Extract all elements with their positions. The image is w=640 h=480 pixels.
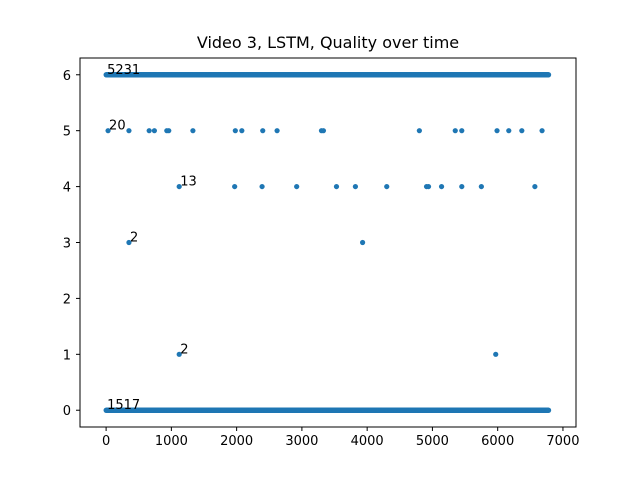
- x-tick-label: 0: [102, 434, 110, 449]
- data-point: [352, 183, 359, 190]
- data-point: [176, 183, 182, 190]
- data-point: [545, 72, 552, 78]
- chart-title: Video 3, LSTM, Quality over time: [197, 33, 459, 52]
- data-point: [176, 351, 182, 357]
- y-tick-label: 2: [63, 292, 71, 307]
- data-point: [105, 128, 111, 134]
- axes: 0 1000 2000 3000 4000 5000 6000 7000 0 1 2 3 4 5 6: [63, 69, 580, 449]
- y-tick-label: 5: [63, 125, 71, 140]
- data-point: [274, 128, 280, 134]
- data-point: [232, 183, 238, 190]
- x-tick-label: 5000: [416, 434, 449, 449]
- data-point: [519, 128, 525, 134]
- data-point: [384, 183, 390, 190]
- data-point: [260, 128, 266, 134]
- y-tick-label: 3: [63, 237, 71, 252]
- count-annotation: 2: [130, 231, 138, 246]
- count-annotation: 2: [180, 342, 188, 357]
- x-tick-label: 1000: [155, 434, 188, 449]
- data-point: [126, 239, 132, 246]
- data-point: [126, 128, 132, 134]
- x-tick-label: 6000: [481, 434, 514, 449]
- data-point: [190, 128, 196, 134]
- data-point: [416, 128, 422, 134]
- data-point: [239, 128, 245, 134]
- data-point: [459, 183, 465, 190]
- data-point: [478, 183, 484, 190]
- data-point: [146, 128, 152, 134]
- count-annotation: 20: [109, 119, 126, 134]
- count-annotation: 13: [180, 175, 197, 190]
- data-point: [459, 128, 465, 134]
- x-tick-label: 7000: [546, 434, 579, 449]
- plot-frame: [79, 57, 577, 428]
- data-point: [294, 183, 300, 190]
- data-point: [359, 239, 366, 246]
- data-point: [166, 128, 172, 134]
- data-point: [545, 407, 552, 413]
- count-annotation: 1517: [107, 398, 140, 413]
- y-tick-label: 0: [63, 404, 71, 419]
- y-tick-label: 6: [63, 69, 71, 84]
- data-point: [452, 128, 458, 134]
- count-annotation: 5231: [107, 63, 140, 78]
- data-points: [103, 72, 552, 413]
- data-point: [333, 183, 340, 190]
- data-point: [539, 128, 545, 134]
- data-point: [320, 128, 327, 134]
- data-point: [532, 183, 538, 190]
- y-tick-label: 4: [63, 181, 71, 196]
- x-tick-label: 4000: [351, 434, 384, 449]
- data-point: [494, 128, 500, 134]
- data-point: [425, 183, 432, 190]
- data-point: [232, 128, 238, 134]
- point-annotations: 5231 20 13 2 2 1517: [107, 63, 197, 413]
- data-point: [506, 128, 512, 134]
- data-point: [259, 183, 265, 190]
- data-point: [438, 183, 445, 190]
- x-tick-label: 3000: [285, 434, 318, 449]
- y-tick-label: 1: [63, 348, 71, 363]
- data-point: [493, 351, 499, 357]
- x-tick-label: 2000: [220, 434, 253, 449]
- data-point: [151, 128, 157, 134]
